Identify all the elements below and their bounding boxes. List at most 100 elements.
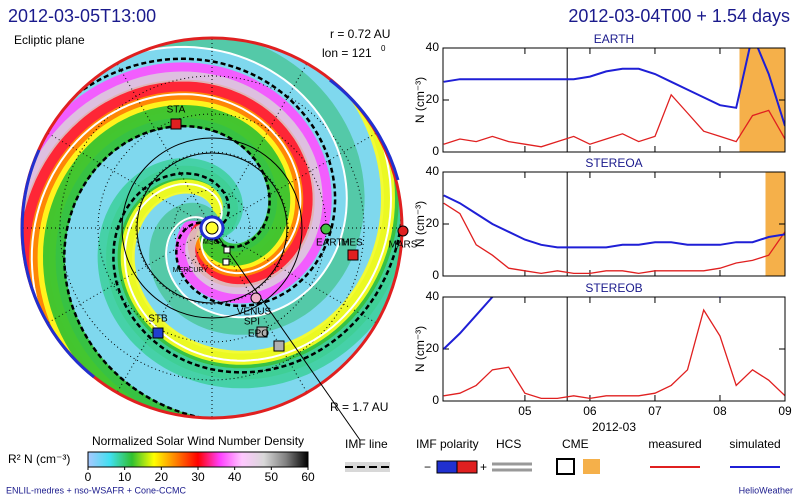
panel-frame	[442, 296, 786, 402]
colorbar-tick-label: 10	[118, 470, 132, 484]
R-label: R = 1.7 AU	[330, 400, 388, 414]
object-label: EPO	[248, 329, 269, 340]
series-line	[443, 202, 785, 275]
object-label: STB	[148, 314, 168, 325]
polar-grid-circle	[173, 189, 251, 267]
legend-swatch	[456, 460, 478, 474]
polar-grid-ray	[111, 54, 213, 229]
legend-label: HCS	[496, 437, 521, 451]
y-tick-label: 20	[426, 341, 440, 355]
panel-title: EARTH	[594, 32, 634, 46]
y-tick-label: 0	[432, 268, 439, 282]
legend-swatch	[436, 460, 458, 474]
polarity-arc	[329, 78, 400, 181]
object-marker	[222, 258, 230, 266]
cme-shade	[765, 172, 785, 276]
object-label: MARS	[389, 240, 418, 251]
colorbar-tick-label: 50	[265, 470, 279, 484]
hcs-line	[22, 45, 348, 319]
y-tick-label: 40	[426, 164, 440, 178]
colorbar	[87, 451, 309, 468]
colorbar-label: R² N (cm⁻³)	[8, 452, 70, 466]
legend-label: simulated	[729, 437, 780, 451]
footer-left: ENLIL-medres + nso-WSAFR + Cone-CCMC	[6, 485, 187, 495]
y-tick-label: 0	[432, 393, 439, 407]
series-line	[443, 308, 785, 400]
object-marker	[397, 225, 409, 237]
object-label: MSG	[203, 239, 219, 246]
object-label: VENUS	[237, 307, 272, 318]
object-label: EARTH	[316, 238, 350, 249]
legend-swatch	[583, 459, 600, 474]
polarity-arc	[20, 149, 95, 379]
x-tick-label: 06	[583, 404, 597, 418]
polar-grid-ray	[111, 227, 213, 402]
panel-frame	[442, 171, 786, 277]
object-marker	[223, 246, 231, 254]
y-tick-label: 20	[426, 92, 440, 106]
line-panel: EARTH 0 20 40 N (cm⁻³)	[413, 32, 786, 158]
legend: IMF line IMF polarity − + HCS CME	[345, 437, 600, 475]
series-line	[443, 93, 785, 148]
polar-plot: Ecliptic plane r = 0.72 AU lon = 121 0 R…	[14, 27, 418, 441]
density-band	[22, 38, 365, 335]
legend-label: measured	[648, 437, 701, 451]
density-band	[22, 71, 323, 418]
colorbar-tick-label: 40	[228, 470, 242, 484]
polar-grid-ray	[211, 227, 386, 329]
colorbar-tick-label: 60	[301, 470, 315, 484]
object-label: MERCURY	[173, 267, 209, 274]
polar-grid-ray	[211, 54, 313, 229]
object-marker	[273, 340, 285, 352]
x-axis-label: 2012-03	[592, 420, 636, 434]
x-tick-label: 05	[518, 404, 532, 418]
x-tick-label: 07	[648, 404, 662, 418]
sun	[205, 221, 219, 235]
y-tick-label: 20	[426, 216, 440, 230]
right-title: 2012-03-04T00 + 1.54 days	[568, 6, 790, 26]
series-line	[443, 48, 785, 127]
density-band	[42, 104, 373, 418]
object-marker	[152, 327, 164, 339]
line-panel: STEREOA 0 20 40 N (cm⁻³)	[413, 156, 786, 282]
density-bands	[22, 38, 402, 418]
earth-line	[211, 227, 361, 441]
colorbar-tick-label: 0	[85, 470, 92, 484]
object-marker	[170, 118, 182, 130]
colorbar-title: Normalized Solar Wind Number Density	[92, 434, 304, 448]
y-tick-label: 0	[432, 144, 439, 158]
legend-swatch	[345, 462, 390, 472]
line-panel: STEREOB 0 20 40 05 06 07 08 09 N (cm⁻³) 2012-03	[413, 281, 792, 434]
panel-title: STEREOB	[585, 281, 642, 295]
r-label: r = 0.72 AU	[330, 27, 390, 41]
lon-sup: 0	[381, 44, 386, 53]
y-axis-label: N (cm⁻³)	[413, 201, 427, 247]
legend-label: +	[480, 460, 487, 474]
x-tick-label: 09	[778, 404, 792, 418]
object-marker	[250, 292, 262, 304]
lon-label: lon = 121	[322, 46, 372, 60]
x-tick-label: 08	[713, 404, 727, 418]
object-marker	[347, 249, 359, 261]
object-marker	[256, 326, 268, 338]
object-label: SPI	[244, 317, 260, 328]
panel-frame	[442, 47, 786, 153]
orbit	[121, 137, 303, 319]
y-tick-label: 40	[426, 289, 440, 303]
density-band	[120, 38, 396, 365]
polar-grid-ray	[38, 127, 213, 229]
orbit	[136, 152, 288, 304]
object-label: MES	[341, 238, 363, 249]
y-tick-label: 40	[426, 40, 440, 54]
colorbar-tick-label: 30	[191, 470, 205, 484]
colorbar-tick-label: 20	[155, 470, 169, 484]
object-marker	[320, 223, 332, 235]
polar-grid-ray	[38, 227, 213, 329]
legend-swatch	[556, 458, 575, 475]
y-axis-label: N (cm⁻³)	[413, 77, 427, 123]
density-band	[97, 38, 402, 389]
left-title: 2012-03-05T13:00	[8, 6, 156, 26]
legend-label: CME	[562, 437, 589, 451]
footer-right: HelioWeather	[739, 485, 793, 495]
